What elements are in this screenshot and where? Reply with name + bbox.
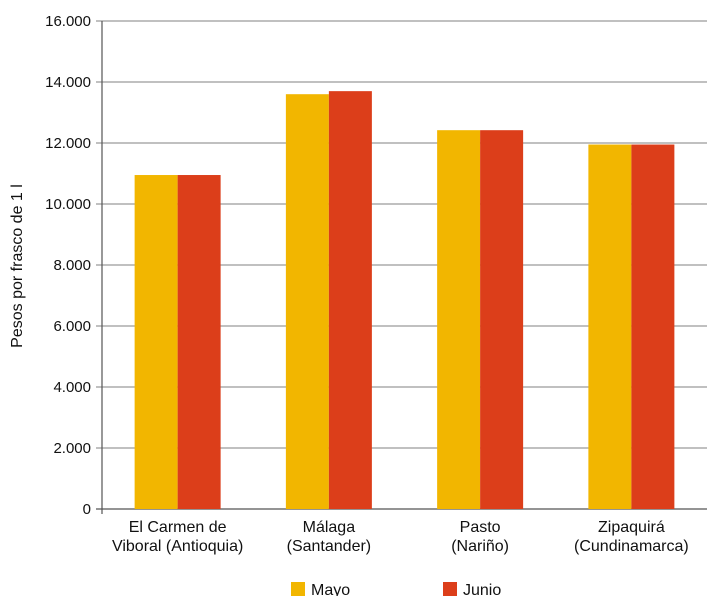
- x-category-label-line: Viboral (Antioquia): [112, 538, 243, 555]
- y-tick-label: 14.000: [45, 74, 91, 91]
- legend-swatch-junio: [443, 582, 457, 596]
- x-category-label-line: Pasto: [460, 519, 501, 536]
- y-axis-title: Pesos por frasco de 1 l: [9, 184, 26, 348]
- bar-mayo: [437, 130, 481, 509]
- x-category-label-line: El Carmen de: [129, 519, 227, 536]
- x-category-label: Pasto (Nariño): [451, 519, 509, 555]
- bar-junio: [480, 130, 524, 509]
- x-category-label-line: Málaga: [303, 519, 356, 536]
- x-category-label: Málaga (Santander): [287, 519, 372, 555]
- bar-mayo: [285, 94, 329, 509]
- x-category-label-line: (Santander): [287, 538, 372, 555]
- x-category-label: El Carmen de Viboral (Antioquia): [112, 519, 243, 555]
- y-tick-labels: 0 2.000 4.000 6.000 8.000 10.000 12.000 14.000 1…: [45, 13, 91, 518]
- bars: [134, 91, 675, 510]
- bar-junio: [177, 175, 221, 509]
- x-category-labels: El Carmen de Viboral (Antioquia) Málaga (Sa…: [112, 519, 689, 555]
- bar-mayo: [134, 175, 178, 509]
- y-tick-label: 0: [83, 501, 91, 518]
- x-category-label: Zipaquirá (Cundinamarca): [574, 519, 689, 555]
- legend: Mayo Junio: [291, 582, 501, 596]
- bar-junio: [631, 144, 675, 509]
- bar-mayo: [588, 144, 632, 509]
- bar-junio: [328, 91, 372, 510]
- x-category-label-line: (Nariño): [451, 538, 509, 555]
- legend-swatch-mayo: [291, 582, 305, 596]
- y-tick-label: 4.000: [53, 379, 91, 396]
- y-tick-label: 2.000: [53, 440, 91, 457]
- x-category-label-line: (Cundinamarca): [574, 538, 689, 555]
- y-tick-label: 16.000: [45, 13, 91, 30]
- x-category-label-line: Zipaquirá: [598, 519, 665, 536]
- y-tick-label: 12.000: [45, 135, 91, 152]
- y-tick-label: 8.000: [53, 257, 91, 274]
- y-tick-label: 6.000: [53, 318, 91, 335]
- y-tick-label: 10.000: [45, 196, 91, 213]
- legend-label-mayo: Mayo: [311, 582, 350, 596]
- legend-label-junio: Junio: [463, 582, 501, 596]
